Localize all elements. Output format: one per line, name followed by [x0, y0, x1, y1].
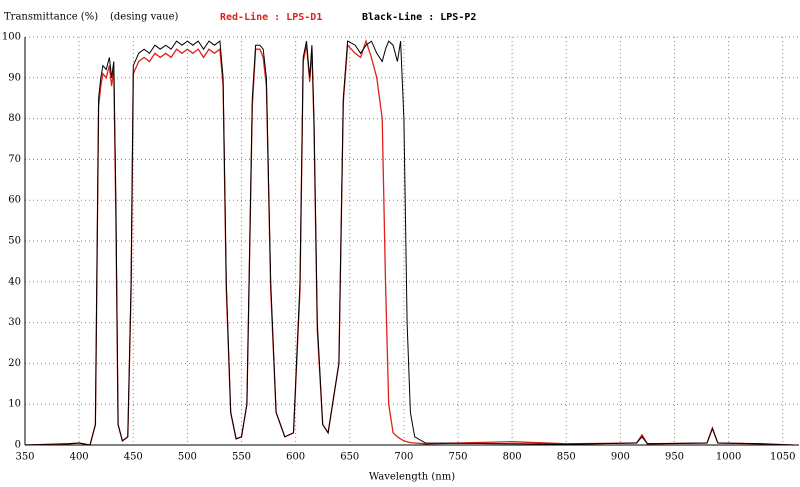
x-tick-label: 450	[124, 452, 143, 463]
legend-entry: Red-Line : LPS-D1	[220, 11, 322, 23]
x-tick-label: 950	[665, 452, 684, 463]
x-tick-label: 1000	[716, 452, 741, 463]
note: (desing vaue)	[110, 12, 179, 23]
y-axis-label: Transmittance (%)	[4, 12, 98, 23]
x-tick-label: 900	[611, 452, 630, 463]
y-tick-label: 50	[8, 236, 21, 247]
legend-entry: Black-Line : LPS-P2	[362, 11, 476, 23]
x-tick-label: 500	[178, 452, 197, 463]
y-tick-label: 100	[2, 32, 21, 43]
y-tick-label: 10	[8, 399, 21, 410]
x-tick-label: 850	[557, 452, 576, 463]
x-axis-label: Wavelength (nm)	[369, 472, 455, 483]
y-tick-label: 30	[8, 317, 21, 328]
x-tick-label: 400	[70, 452, 89, 463]
y-tick-label: 70	[8, 154, 21, 165]
y-tick-label: 80	[8, 113, 21, 124]
x-tick-label: 700	[394, 452, 413, 463]
x-tick-label: 1050	[770, 452, 795, 463]
x-tick-label: 550	[232, 452, 251, 463]
y-tick-label: 60	[8, 195, 21, 206]
y-tick-label: 40	[8, 276, 21, 287]
x-tick-label: 800	[503, 452, 522, 463]
x-tick-label: 600	[286, 452, 305, 463]
x-tick-label: 750	[448, 452, 467, 463]
y-tick-label: 90	[8, 72, 21, 83]
y-tick-label: 0	[15, 440, 21, 451]
x-tick-label: 350	[15, 452, 34, 463]
x-tick-label: 650	[340, 452, 359, 463]
y-tick-label: 20	[8, 358, 21, 369]
series-line	[24, 40, 794, 446]
